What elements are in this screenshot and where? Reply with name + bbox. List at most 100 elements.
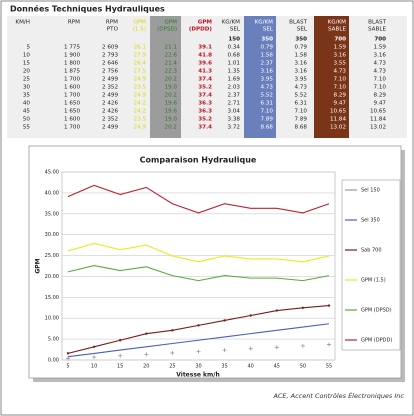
table-cell: 3.04 <box>228 109 241 115</box>
table-cell: 40 <box>23 101 31 107</box>
chart-title: Comparaison Hydraulique <box>140 156 257 165</box>
table-cell: 20.2 <box>165 125 177 131</box>
table-cell: 23.5 <box>134 117 147 123</box>
x-tick-label: 10 <box>91 364 97 370</box>
table-cell: 3.16 <box>261 69 274 75</box>
table-cell: 19.0 <box>165 85 178 91</box>
table-cell: 2 793 <box>102 53 118 59</box>
series-line <box>67 265 330 282</box>
point-marker <box>197 324 200 327</box>
table-cell: 2 499 <box>102 125 118 131</box>
table-cell: 7.10 <box>334 85 347 91</box>
table-header: SEL <box>230 27 241 33</box>
table-cell: 41.8 <box>198 53 212 59</box>
table-cell: 7.10 <box>374 85 387 91</box>
legend-label: GPM (DPSD) <box>361 308 392 314</box>
table-header: RPM <box>68 20 80 26</box>
table-cell: 2 609 <box>102 45 118 51</box>
col-sable-bg <box>314 16 349 138</box>
plot-area <box>61 171 336 361</box>
table-rate: 700 <box>334 37 346 43</box>
table-cell: 7.10 <box>334 77 347 83</box>
table-cell: 0.79 <box>261 45 274 51</box>
table-cell: 1.59 <box>334 45 347 51</box>
col-sel350-bg <box>244 16 276 138</box>
table-cell: 5 <box>26 45 30 51</box>
table-cell: 2 499 <box>102 93 118 99</box>
col-dpsd-bg <box>150 16 181 138</box>
table-header: SABLE <box>328 27 346 33</box>
footer: ACE, Accent Contrôles Électroniques Inc <box>272 391 404 400</box>
table-cell: 45 <box>23 109 31 115</box>
table-cell: 1 600 <box>64 85 80 91</box>
table-cell: 2 352 <box>102 117 118 123</box>
legend-label: Sab 700 <box>361 248 382 254</box>
y-tick-label: 15.00 <box>45 295 59 301</box>
table-cell: 7.10 <box>374 77 387 83</box>
table-cell: 19.6 <box>165 109 178 115</box>
table-cell: 2.71 <box>228 101 241 107</box>
legend-label: GPM (DPDD) <box>361 338 392 344</box>
point-marker <box>92 345 96 348</box>
y-tick-label: 20.00 <box>45 274 59 280</box>
table-cell: 20 <box>23 69 31 75</box>
table-cell: 1 875 <box>64 69 80 75</box>
point-marker <box>170 350 175 355</box>
table-cell: 24.2 <box>134 109 146 115</box>
x-tick-label: 25 <box>169 364 175 370</box>
table-header: RPM <box>106 20 118 26</box>
table-cell: 1 900 <box>64 53 80 59</box>
table-cell: 37.4 <box>198 93 212 99</box>
table-cell: 3.16 <box>295 61 308 67</box>
table-header: (DPSD) <box>157 27 177 33</box>
table-cell: 4.73 <box>334 69 347 75</box>
table-cell: 13.02 <box>370 125 386 131</box>
table-cell: 24.9 <box>134 125 147 131</box>
table-cell: 1 650 <box>64 109 80 115</box>
point-marker <box>248 346 253 351</box>
table-rate: 150 <box>228 37 240 43</box>
table-cell: 10 <box>23 53 31 59</box>
point-marker <box>66 352 70 355</box>
table-cell: 1 700 <box>64 125 80 131</box>
point-marker <box>92 355 97 360</box>
point-marker <box>327 342 331 347</box>
series-line <box>67 323 330 358</box>
series-line <box>67 184 330 214</box>
table-cell: 35.2 <box>198 117 212 123</box>
table-cell: 3.72 <box>228 125 240 131</box>
table-cell: 1 700 <box>64 93 80 99</box>
series-line <box>67 242 330 263</box>
x-tick-label: 5 <box>66 364 69 370</box>
point-marker <box>327 304 331 307</box>
table-cell: 1.69 <box>228 77 241 83</box>
y-tick-label: 25.00 <box>45 253 59 259</box>
table-header: GPM <box>164 20 177 26</box>
point-marker <box>300 343 305 348</box>
table-cell: 2 426 <box>102 109 118 115</box>
table-header: (1.5) <box>133 27 146 33</box>
table-cell: 4.73 <box>374 61 387 67</box>
table-cell: 8.29 <box>334 93 347 99</box>
point-marker <box>275 309 278 312</box>
table-cell: 6.31 <box>261 101 274 107</box>
table-cell: 8.29 <box>374 93 387 99</box>
table-cell: 24.2 <box>134 101 146 107</box>
table-header: SABLE <box>368 27 386 33</box>
point-marker <box>274 345 279 350</box>
table-cell: 3.16 <box>374 53 387 59</box>
y-tick-label: 5.00 <box>48 337 59 343</box>
table-header: KM/H <box>15 20 30 26</box>
table-cell: 0.68 <box>228 53 241 59</box>
table-cell: 7.89 <box>295 117 308 123</box>
x-tick-label: 15 <box>117 364 123 370</box>
table-cell: 2 499 <box>102 77 118 83</box>
table-cell: 3.16 <box>334 53 347 59</box>
table-cell: 2 646 <box>102 61 118 67</box>
table-header: SEL <box>297 27 308 33</box>
table-cell: 6.31 <box>295 101 308 107</box>
table-cell: 9.47 <box>334 101 347 107</box>
table-cell: 3.16 <box>295 69 308 75</box>
y-tick-label: 30.00 <box>45 232 59 238</box>
point-marker <box>118 353 123 358</box>
